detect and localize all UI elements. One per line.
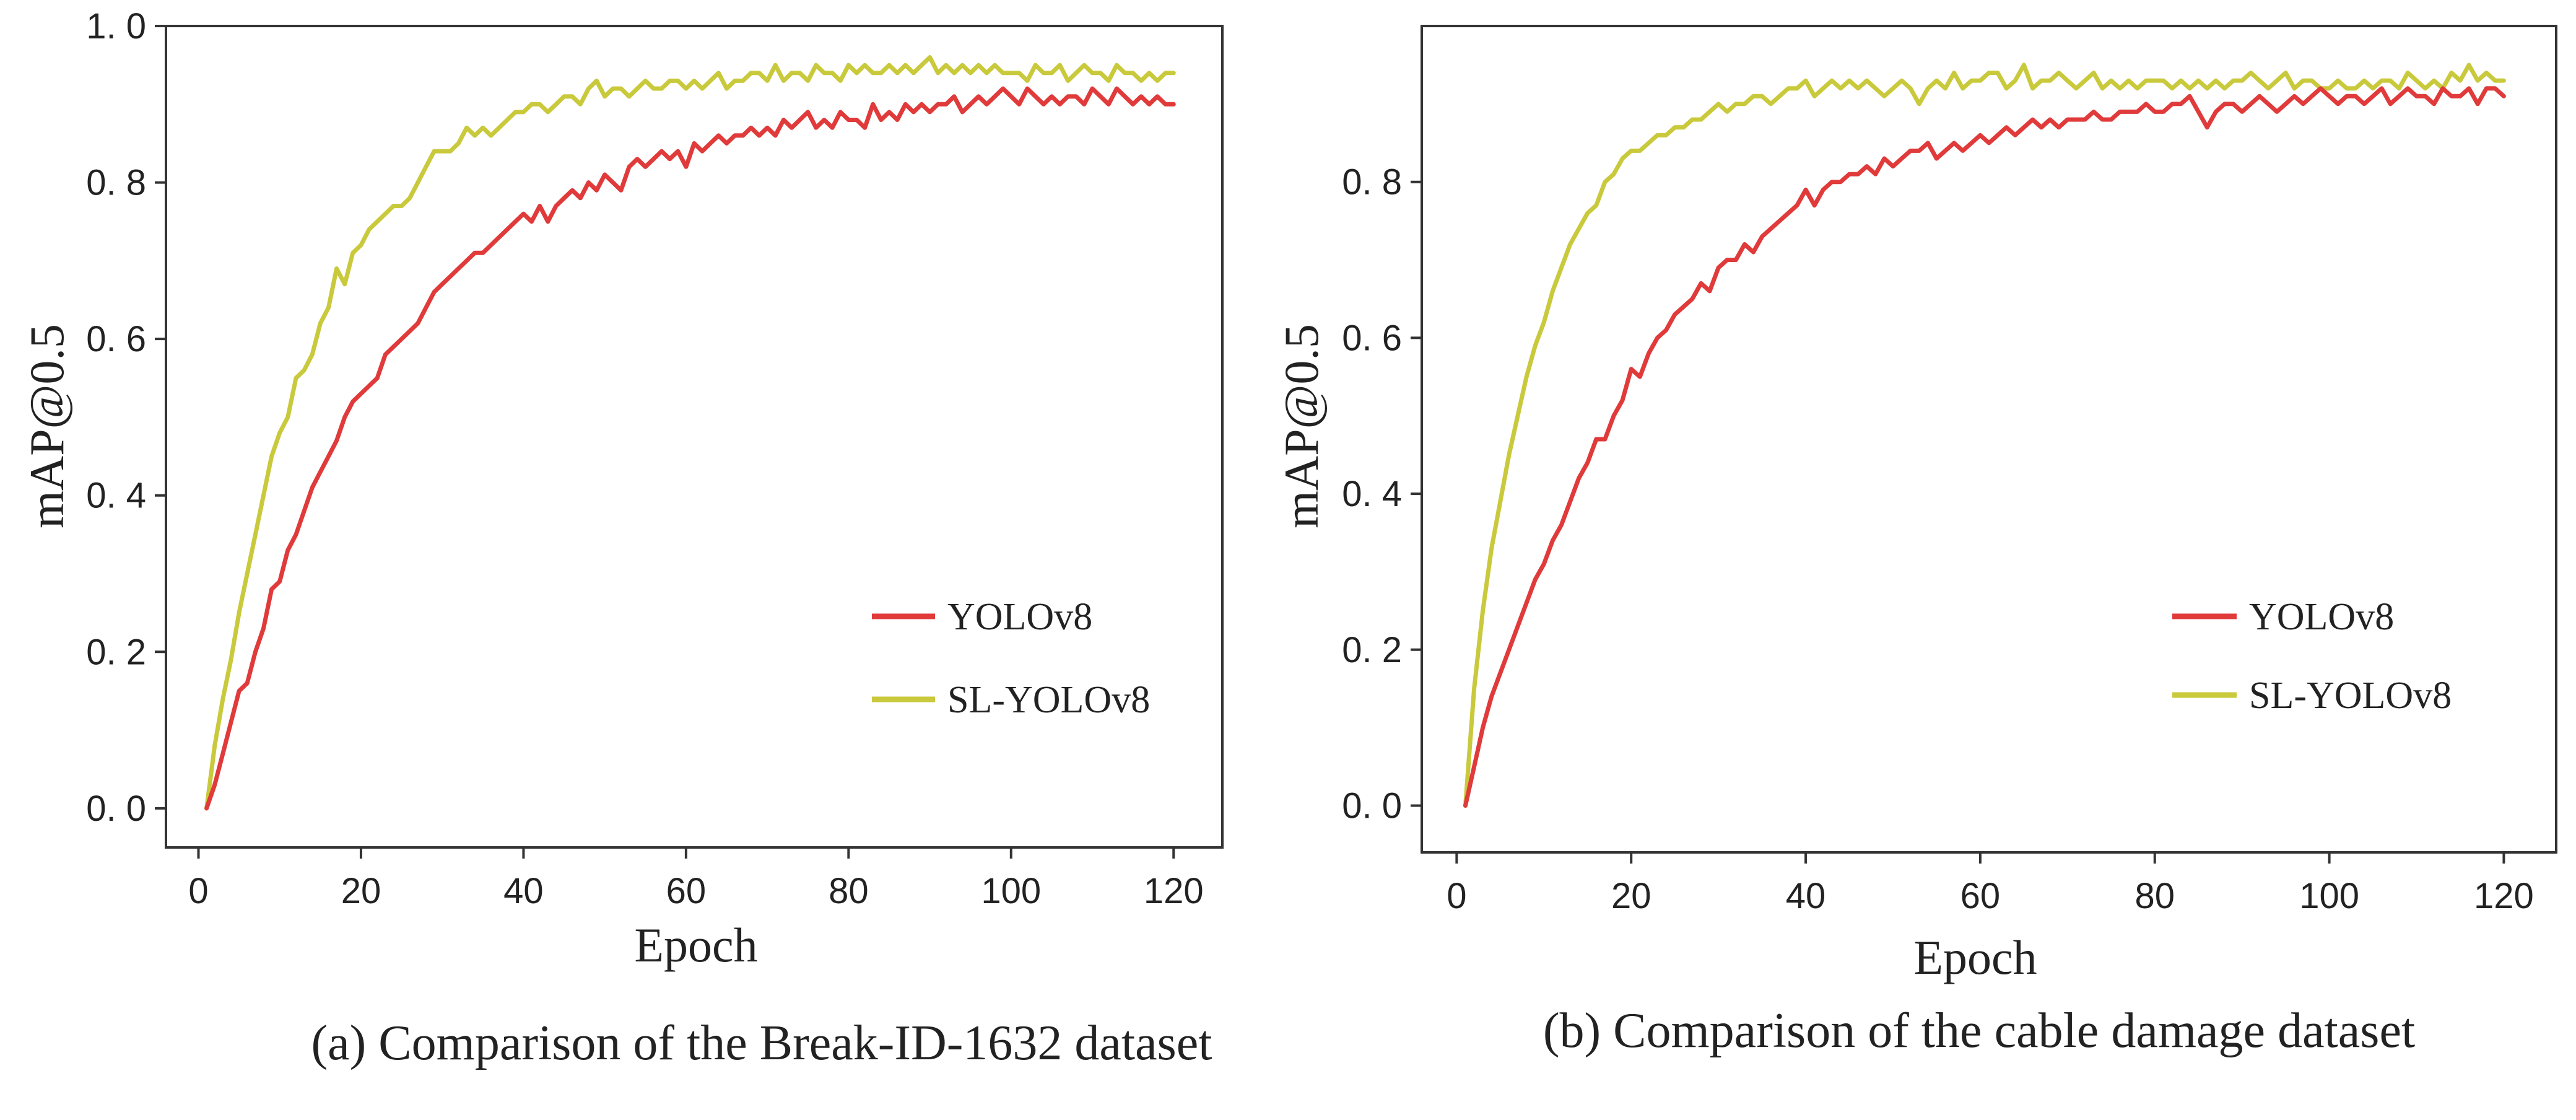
legend-b: YOLOv8 SL-YOLOv8 (2172, 596, 2452, 717)
legend-label-yolov8-b: YOLOv8 (2249, 596, 2394, 638)
x-tick-label-b-100: 100 (2299, 876, 2359, 916)
legend-label-yolov8-a: YOLOv8 (947, 596, 1092, 638)
series-line-sl-yolov8-b (1463, 63, 2506, 808)
ticks-a: 0 20 40 60 80 100 120 0. 0 0. 2 0. 4 0. 6 0. 8 1. 0 (86, 6, 1203, 911)
y-tick-label-a-0: 0. 0 (86, 789, 146, 829)
y-tick-label-b-1: 0. 2 (1342, 630, 1402, 670)
ticks-b: 0 20 40 60 80 100 120 0. 0 0. 2 0. 4 0. 6 0. 8 (1342, 162, 2534, 916)
x-tick-label-a-80: 80 (829, 871, 869, 911)
y-tick-label-a-1: 0. 2 (86, 632, 146, 672)
x-tick-label-b-120: 120 (2474, 876, 2534, 916)
y-tick-label-a-3: 0. 6 (86, 319, 146, 359)
series-line-sl-yolov8-a (204, 55, 1176, 811)
x-tick-label-b-60: 60 (1960, 876, 2001, 916)
caption-b: (b) Comparison of the cable damage datas… (1543, 1004, 2415, 1058)
x-tick-label-a-60: 60 (666, 871, 707, 911)
plot-frame-b (1421, 25, 2557, 854)
plot-frame-a (165, 25, 1224, 849)
x-axis-label-a: Epoch (634, 918, 757, 972)
x-axis-label-b: Epoch (1913, 930, 2037, 984)
x-tick-label-a-100: 100 (981, 871, 1041, 911)
caption-a: (a) Comparison of the Break-ID-1632 data… (311, 1016, 1212, 1070)
x-tick-label-b-80: 80 (2134, 876, 2175, 916)
y-tick-label-b-4: 0. 8 (1342, 162, 1402, 203)
y-tick-label-a-5: 1. 0 (86, 6, 146, 46)
y-tick-label-b-2: 0. 4 (1342, 474, 1402, 514)
x-tick-label-a-40: 40 (503, 871, 544, 911)
x-tick-label-b-20: 20 (1611, 876, 1651, 916)
x-tick-label-a-0: 0 (188, 871, 208, 911)
x-tick-label-b-40: 40 (1786, 876, 1826, 916)
x-tick-label-b-0: 0 (1447, 876, 1466, 916)
chart-panel-b: 0 20 40 60 80 100 120 0. 0 0. 2 0. 4 0. 6 0. 8 Epoc… (1274, 25, 2557, 1058)
legend-a: YOLOv8 SL-YOLOv8 (872, 596, 1150, 721)
plot-area-a (165, 25, 1224, 849)
x-tick-label-a-120: 120 (1144, 871, 1204, 911)
legend-label-sl-yolov8-a: SL-YOLOv8 (947, 679, 1150, 721)
legend-label-sl-yolov8-b: SL-YOLOv8 (2249, 675, 2452, 717)
x-tick-label-a-20: 20 (341, 871, 381, 911)
y-axis-label-a: mAP@0.5 (20, 324, 74, 528)
y-tick-label-b-0: 0. 0 (1342, 785, 1402, 826)
series-line-yolov8-a (204, 86, 1176, 811)
y-axis-label-b: mAP@0.5 (1274, 324, 1328, 528)
plot-area-b (1421, 25, 2557, 854)
y-tick-label-a-2: 0. 4 (86, 476, 146, 516)
series-line-yolov8-b (1463, 86, 2506, 808)
y-tick-label-b-3: 0. 6 (1342, 318, 1402, 358)
y-tick-label-a-4: 0. 8 (86, 163, 146, 203)
